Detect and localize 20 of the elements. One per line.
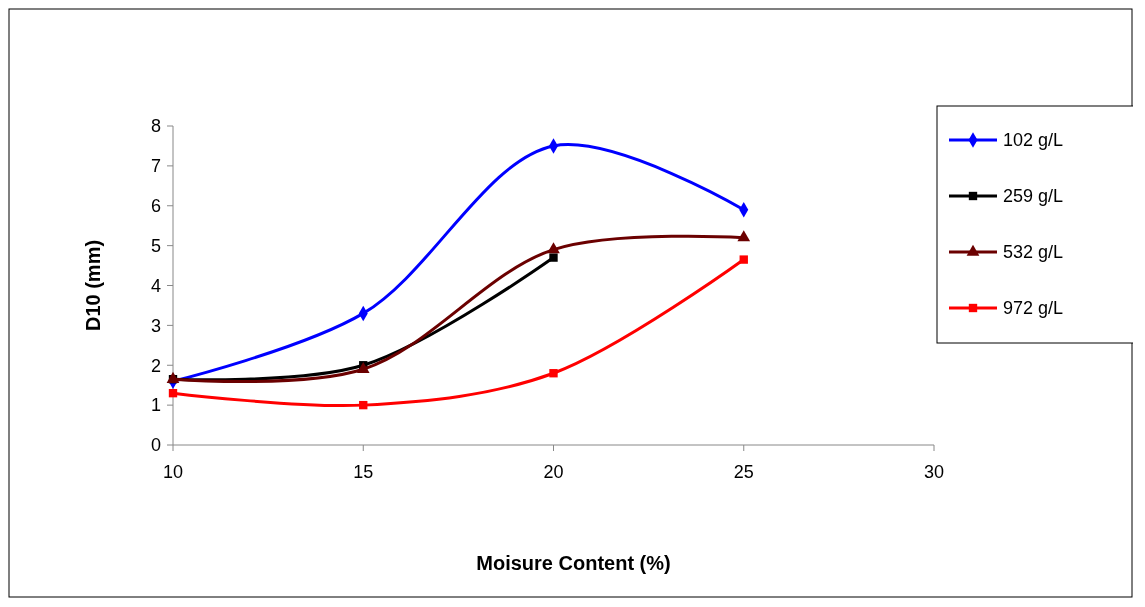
y-tick-label: 7 — [150, 156, 161, 177]
y-tick-label: 5 — [150, 235, 161, 256]
y-tick-label: 8 — [150, 116, 161, 137]
x-tick-label: 15 — [353, 462, 374, 482]
y-tick-label: 4 — [150, 275, 161, 296]
x-axis-title: Moisure Content (%) — [476, 552, 671, 574]
legend-label: 972 g/L — [1003, 298, 1064, 319]
x-tick-label: 10 — [162, 462, 184, 482]
legend-label: 259 g/L — [1003, 186, 1064, 207]
y-tick-label: 3 — [150, 315, 161, 336]
y-axis-title: D10 (mm) — [82, 239, 104, 332]
y-tick-label: 0 — [150, 435, 161, 456]
y-tick-label: 6 — [150, 196, 161, 217]
x-tick-label: 30 — [923, 462, 945, 482]
x-tick-label: 25 — [733, 462, 754, 482]
x-tick-label: 20 — [543, 462, 564, 482]
y-tick-label: 1 — [150, 395, 161, 416]
legend-label: 532 g/L — [1003, 242, 1064, 263]
legend-label: 102 g/L — [1003, 130, 1064, 151]
y-tick-label: 2 — [150, 355, 161, 376]
